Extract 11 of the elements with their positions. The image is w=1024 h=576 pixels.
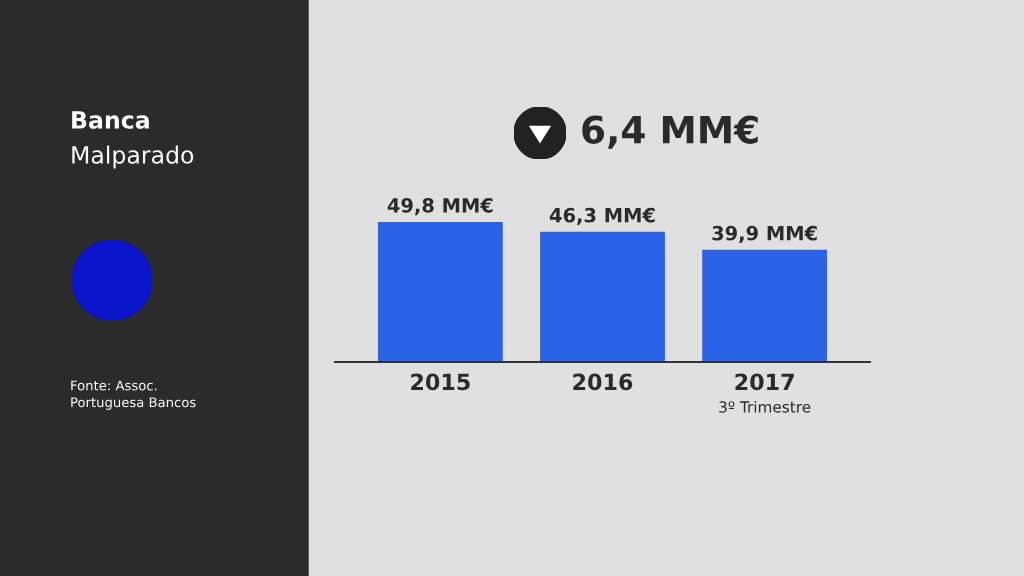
data-label: 46,3 MM€ xyxy=(549,207,655,225)
x-tick-label: 2016 xyxy=(573,373,633,391)
data-label: 49,8 MM€ xyxy=(387,197,493,216)
text: Malparado xyxy=(72,145,194,169)
x-tick-label: 2015 xyxy=(411,373,470,391)
text: 3º Trimestre xyxy=(719,400,811,413)
text: Banca xyxy=(72,111,149,129)
x-tick-label: 2017 xyxy=(735,373,794,391)
text: 6,4 MM€ xyxy=(582,115,758,149)
data-label: 39,9 MM€ xyxy=(712,225,817,243)
source-note: Fonte: Assoc. Portuguesa Bancos xyxy=(71,380,196,410)
